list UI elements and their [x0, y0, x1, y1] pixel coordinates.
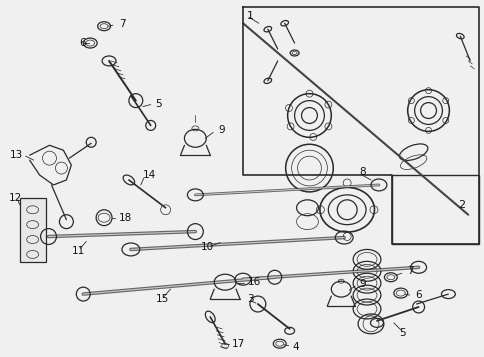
Text: 18: 18: [119, 213, 132, 223]
Text: 7: 7: [119, 19, 125, 29]
Bar: [20, 198, 45, 262]
Text: 15: 15: [155, 294, 168, 304]
Text: 5: 5: [155, 99, 162, 109]
Text: 12: 12: [9, 193, 22, 203]
Text: 9: 9: [218, 125, 225, 135]
Text: 13: 13: [10, 150, 23, 160]
Text: 17: 17: [232, 339, 245, 349]
Text: 14: 14: [142, 170, 156, 180]
Text: 9: 9: [358, 279, 365, 289]
Text: 2: 2: [457, 200, 465, 210]
Text: 4: 4: [292, 342, 299, 352]
Text: 6: 6: [79, 38, 86, 48]
Text: 5: 5: [398, 328, 405, 338]
Text: 11: 11: [71, 246, 84, 256]
Text: 10: 10: [200, 242, 213, 252]
Bar: [391, 175, 478, 245]
Text: 16: 16: [247, 277, 261, 287]
Text: 8: 8: [358, 167, 365, 177]
Text: 7: 7: [406, 266, 412, 276]
Text: 6: 6: [415, 290, 422, 300]
Text: 3: 3: [246, 294, 253, 304]
Text: 1: 1: [246, 11, 254, 21]
